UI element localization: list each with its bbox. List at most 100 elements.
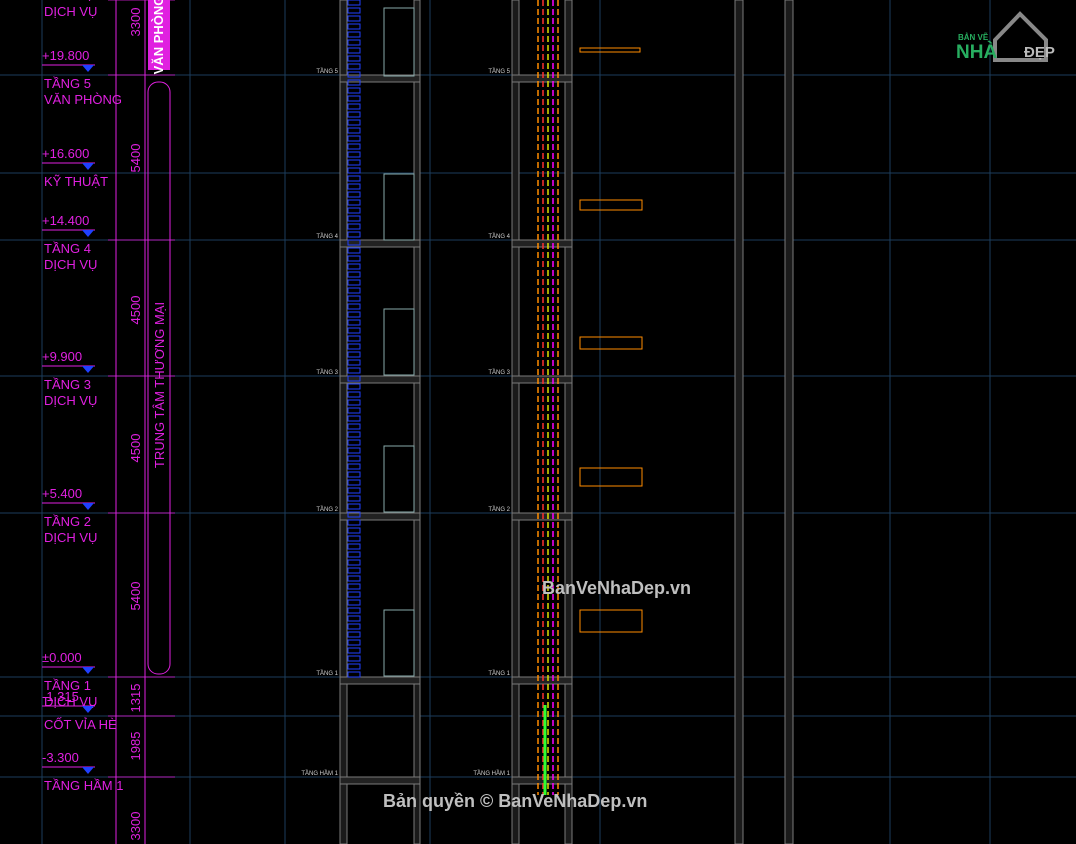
ladder-rung (347, 503, 361, 510)
level-elevation: +19.800 (42, 48, 89, 63)
ladder-rung (347, 135, 361, 142)
ladder-rung (347, 191, 361, 198)
ladder-rung (347, 623, 361, 630)
slab (511, 776, 573, 785)
ladder-rung (347, 287, 361, 294)
wall (511, 0, 520, 844)
level-marker (82, 230, 94, 237)
ladder-rung (347, 95, 361, 102)
floor-tag: TẦNG 2 (488, 506, 510, 513)
ladder-rung (347, 647, 361, 654)
logo-main: NHÀ (956, 41, 997, 63)
slab (339, 512, 421, 521)
level-name: CỐT VỈA HÈ (44, 717, 117, 732)
ladder-rung (347, 215, 361, 222)
ladder-rung (347, 127, 361, 134)
door (383, 173, 415, 241)
door (383, 445, 415, 513)
ladder-rung (347, 103, 361, 110)
ladder-rung (347, 463, 361, 470)
ladder-rung (347, 207, 361, 214)
ladder-rung (347, 279, 361, 286)
floor-tag: TẦNG 1 (316, 670, 338, 677)
ladder-rung (347, 423, 361, 430)
ladder-rung (347, 343, 361, 350)
ladder-rung (347, 399, 361, 406)
ladder-rung (347, 87, 361, 94)
floor-tag: TẦNG 5 (488, 68, 510, 75)
level-label: CĂN HỘ (44, 0, 95, 2)
equipment-box (579, 609, 643, 633)
dimension-text: 1315 (128, 684, 143, 713)
ladder-rung (347, 487, 361, 494)
slab (339, 776, 421, 785)
level-name: DỊCH VỤ (44, 393, 97, 408)
dimension-text: 4500 (128, 434, 143, 463)
ladder-rung (347, 615, 361, 622)
dimension-text: 5400 (128, 144, 143, 173)
door (383, 308, 415, 376)
ladder-rung (347, 351, 361, 358)
ladder-rung (347, 551, 361, 558)
ladder-rung (347, 39, 361, 46)
ladder-rung (347, 407, 361, 414)
level-name: DỊCH VỤ (44, 694, 97, 709)
level-name: TẦNG 4 (44, 241, 91, 256)
slab (339, 676, 421, 685)
ladder-rung (347, 527, 361, 534)
level-elevation: -3.300 (42, 750, 79, 765)
level-name: TẦNG 1 (44, 678, 91, 693)
zone-label: TRUNG TÂM THƯƠNG MẠI (152, 302, 167, 468)
ladder-rung (347, 239, 361, 246)
ladder-rung (347, 159, 361, 166)
floor-tag: TẦNG 3 (488, 369, 510, 376)
floor-tag: TẦNG HẦM 1 (473, 770, 510, 777)
dimension-text: 3300 (128, 8, 143, 37)
ladder-rung (347, 175, 361, 182)
level-elevation: -1.315 (42, 689, 79, 704)
slab (511, 375, 573, 384)
slab (339, 375, 421, 384)
level-name: TẦNG 3 (44, 377, 91, 392)
slab (511, 512, 573, 521)
ladder-rung (347, 543, 361, 550)
ladder-rung (347, 583, 361, 590)
level-marker (82, 667, 94, 674)
ladder-rung (347, 415, 361, 422)
wall (784, 0, 794, 844)
ladder-rung (347, 607, 361, 614)
floor-tag: TẦNG 5 (316, 68, 338, 75)
ladder-rung (347, 199, 361, 206)
floor-tag: TẦNG 3 (316, 369, 338, 376)
ladder-rung (347, 55, 361, 62)
floor-tag: TẦNG 4 (316, 233, 338, 240)
zone-label: VĂN PHÒNG (151, 0, 166, 74)
dimension-text: 5400 (128, 582, 143, 611)
dimension-text: 4500 (128, 296, 143, 325)
level-name: TẦNG HẦM 1 (44, 778, 123, 793)
ladder-rung (347, 247, 361, 254)
ladder-rung (347, 575, 361, 582)
floor-tag: TẦNG 2 (316, 506, 338, 513)
ladder-rung (347, 119, 361, 126)
level-elevation: ±0.000 (42, 650, 82, 665)
ladder-rung (347, 567, 361, 574)
zone-box (147, 81, 171, 675)
door (383, 7, 415, 77)
ladder-rung (347, 295, 361, 302)
level-marker (82, 65, 94, 72)
ladder-rung (347, 383, 361, 390)
ladder-rung (347, 167, 361, 174)
logo-accent: ĐẸP (1024, 44, 1055, 61)
level-elevation: +16.600 (42, 146, 89, 161)
door (383, 609, 415, 677)
wall (413, 0, 421, 844)
ladder-rung (347, 311, 361, 318)
slab (511, 239, 573, 248)
ladder-rung (347, 447, 361, 454)
ladder-rung (347, 15, 361, 22)
ladder-rung (347, 455, 361, 462)
ladder-rung (347, 183, 361, 190)
ladder-rung (347, 511, 361, 518)
level-elevation: +9.900 (42, 349, 82, 364)
